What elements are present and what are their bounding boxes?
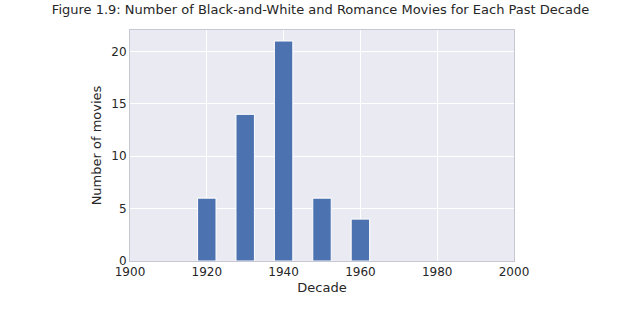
svg-text:1900: 1900: [115, 265, 146, 279]
svg-text:Decade: Decade: [297, 280, 346, 295]
svg-text:15: 15: [111, 97, 126, 111]
svg-text:1980: 1980: [422, 265, 453, 279]
svg-text:5: 5: [119, 202, 127, 216]
svg-text:2000: 2000: [499, 265, 530, 279]
svg-text:1920: 1920: [192, 265, 223, 279]
svg-text:1960: 1960: [345, 265, 376, 279]
svg-text:Figure 1.9: Number of Black-an: Figure 1.9: Number of Black-and-White an…: [52, 2, 589, 17]
svg-text:20: 20: [111, 45, 126, 59]
svg-text:0: 0: [119, 254, 127, 268]
svg-text:10: 10: [111, 149, 126, 163]
svg-text:Number of movies: Number of movies: [89, 85, 104, 205]
svg-text:1940: 1940: [268, 265, 299, 279]
